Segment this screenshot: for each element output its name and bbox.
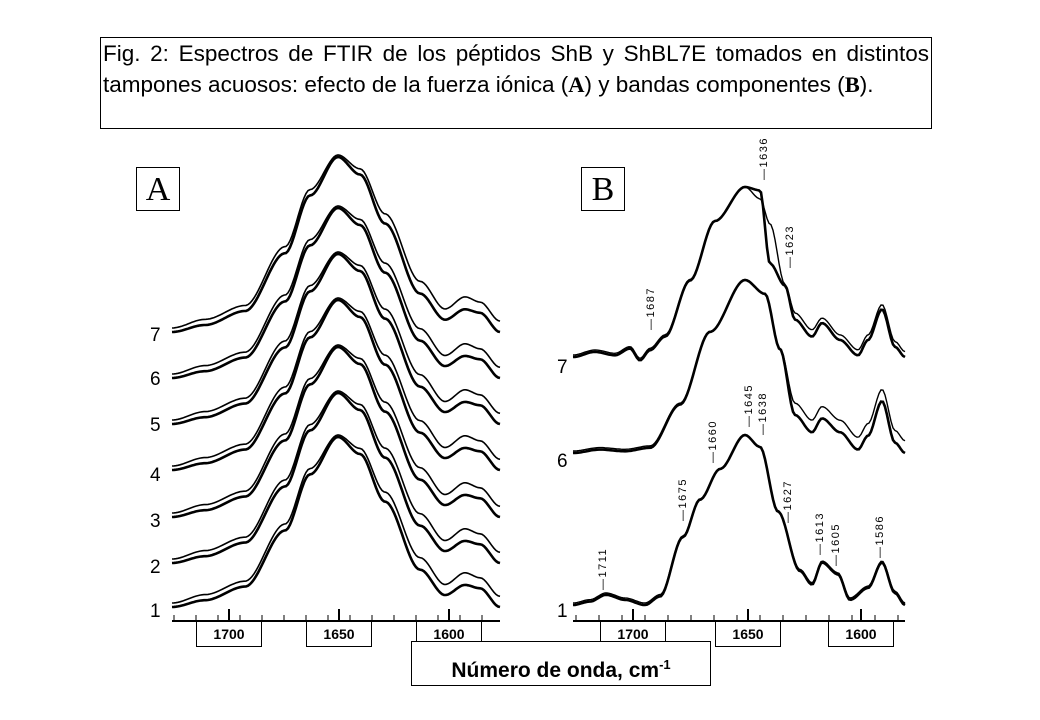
band-label-1645: —1645 bbox=[743, 384, 755, 427]
band-label-1586: —1586 bbox=[874, 515, 886, 558]
band-label-1627: —1627 bbox=[782, 480, 794, 523]
panel-a-trace-1-replicate bbox=[171, 434, 501, 604]
panel-b-trace-6 bbox=[572, 278, 906, 455]
caption-panel-a-ref: A bbox=[568, 72, 585, 97]
panel-b-trace-1 bbox=[572, 433, 906, 607]
panel-b-trace-label-6: 6 bbox=[557, 451, 568, 472]
panel-b-trace-7-replicate bbox=[572, 186, 906, 359]
panel-a-trace-2-replicate bbox=[171, 390, 501, 560]
panel-a-trace-1 bbox=[171, 435, 501, 609]
panel-a-trace-7-replicate bbox=[171, 154, 501, 329]
band-label-1660: —1660 bbox=[707, 420, 719, 463]
panel-a-trace-6-replicate bbox=[171, 205, 501, 375]
caption-text-2: ) y bandas componentes ( bbox=[584, 72, 845, 97]
panel-b-tick-label-1600: 1600 bbox=[828, 621, 894, 647]
panel-a-tick-label-1700: 1700 bbox=[196, 621, 262, 647]
panel-a-trace-4-replicate bbox=[171, 297, 501, 467]
axes bbox=[172, 609, 905, 622]
x-axis-unit-exponent: -1 bbox=[659, 657, 671, 672]
panel-b-trace-6-replicate bbox=[572, 279, 906, 452]
panel-b-tick-label-1650: 1650 bbox=[715, 621, 781, 647]
band-label-1613: —1613 bbox=[814, 512, 826, 555]
band-label-1687: —1687 bbox=[645, 287, 657, 330]
panel-a-tick-label-1650: 1650 bbox=[306, 621, 372, 647]
panel-a-tag: A bbox=[136, 167, 180, 211]
band-labels: —1711 —1675 —1660 —1645 —1638 —1627 —1613 —1605… bbox=[597, 137, 886, 590]
band-label-1623: —1623 bbox=[784, 225, 796, 268]
panel-a-trace-2 bbox=[171, 391, 501, 565]
panel-a-trace-label-4: 4 bbox=[150, 465, 161, 486]
panel-b-trace-7 bbox=[572, 185, 906, 362]
panel-a-trace-7 bbox=[171, 155, 501, 334]
panel-b-trace-1-replicate bbox=[572, 434, 906, 604]
panel-b-traces bbox=[572, 185, 906, 607]
panel-a-traces bbox=[171, 154, 501, 609]
panel-b-trace-label-7: 7 bbox=[557, 357, 568, 378]
panel-a-trace-3 bbox=[171, 345, 501, 519]
panel-a-trace-5 bbox=[171, 252, 501, 426]
trace-labels: 1 2 3 4 5 6 7 1 6 7 bbox=[150, 325, 568, 622]
panel-a-trace-label-2: 2 bbox=[150, 557, 161, 578]
panel-a-trace-4 bbox=[171, 298, 501, 472]
figure-caption: Fig. 2: Espectros de FTIR de los péptido… bbox=[100, 37, 932, 129]
panel-a-trace-5-replicate bbox=[171, 251, 501, 421]
panel-a-trace-label-7: 7 bbox=[150, 325, 161, 346]
caption-panel-b-ref: B bbox=[844, 72, 860, 97]
x-axis-label: Número de onda, cm-1 bbox=[411, 641, 711, 686]
panel-b-tag: B bbox=[581, 167, 625, 211]
x-axis-label-text: Número de onda, cm bbox=[451, 659, 660, 682]
panel-a-trace-label-5: 5 bbox=[150, 415, 161, 436]
panel-a-trace-label-6: 6 bbox=[150, 369, 161, 390]
panel-a-trace-6 bbox=[171, 206, 501, 380]
band-label-1605: —1605 bbox=[830, 523, 842, 566]
panel-a-trace-3-replicate bbox=[171, 344, 501, 514]
band-label-1711: —1711 bbox=[597, 548, 609, 590]
caption-text-1: Fig. 2: Espectros de FTIR de los péptido… bbox=[103, 41, 929, 97]
band-label-1675: —1675 bbox=[677, 478, 689, 521]
panel-a-trace-label-1: 1 bbox=[150, 601, 161, 622]
panel-a-trace-label-3: 3 bbox=[150, 511, 161, 532]
band-label-1638: —1638 bbox=[757, 392, 769, 435]
caption-text-3: ). bbox=[859, 72, 874, 97]
band-label-1636: —1636 bbox=[758, 137, 770, 180]
panel-b-trace-label-1: 1 bbox=[557, 601, 568, 622]
